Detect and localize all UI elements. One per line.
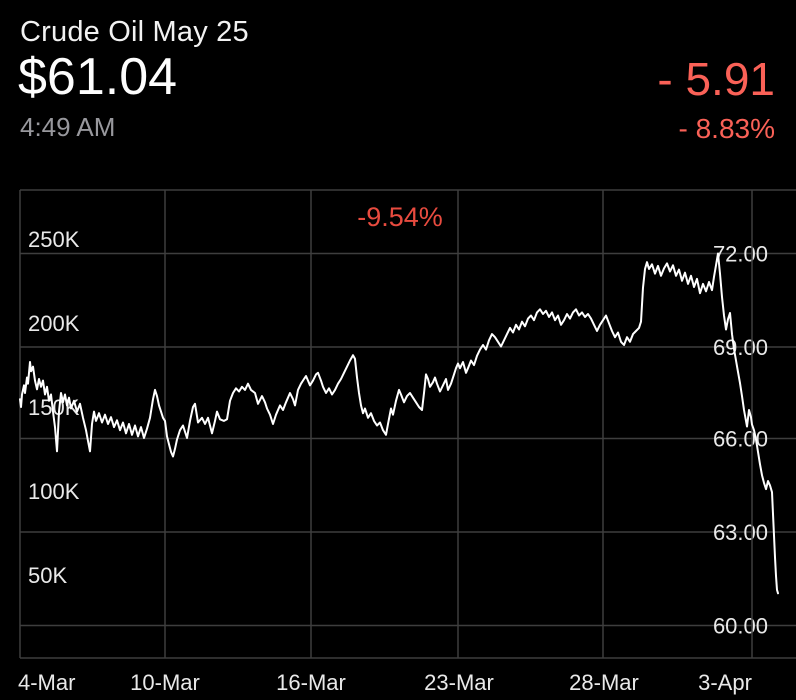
volume-axis-tick-label: 200K: [28, 311, 80, 336]
quote-time: 4:49 AM: [20, 112, 116, 142]
price-axis-tick-label: 63.00: [713, 520, 768, 545]
price-line[interactable]: [19, 252, 779, 595]
period-change-annotation: -9.54%: [357, 202, 443, 232]
date-axis-tick-label: 4-Mar: [18, 670, 75, 695]
date-axis-tick-label: 28-Mar: [569, 670, 639, 695]
volume-axis-tick-label: 250K: [28, 227, 80, 252]
date-axis-tick-label: 3-Apr: [698, 670, 752, 695]
date-axis-tick-label: 23-Mar: [424, 670, 494, 695]
price-axis-tick-label: 66.00: [713, 427, 768, 452]
volume-axis-tick-label: 50K: [28, 563, 67, 588]
price-axis-tick-label: 72.00: [713, 242, 768, 267]
volume-axis-tick-label: 100K: [28, 479, 80, 504]
price-change: - 5.91: [657, 53, 775, 105]
current-price: $61.04: [18, 48, 178, 106]
price-axis-tick-label: 60.00: [713, 614, 768, 639]
price-axis-tick-label: 69.00: [713, 335, 768, 360]
instrument-title: Crude Oil May 25: [20, 16, 249, 48]
date-axis-tick-label: 10-Mar: [130, 670, 200, 695]
price-change-percent: - 8.83%: [678, 113, 776, 144]
date-axis-tick-label: 16-Mar: [276, 670, 346, 695]
